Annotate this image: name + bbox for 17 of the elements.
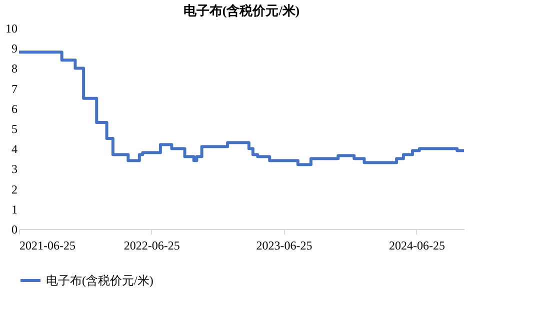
y-tick-label: 1 xyxy=(12,202,18,216)
x-tick-label: 2022-06-25 xyxy=(124,238,180,252)
y-tick-label: 8 xyxy=(12,62,18,76)
y-tick-label: 10 xyxy=(6,22,18,36)
x-tick-label: 2021-06-25 xyxy=(20,238,76,252)
x-tick-label: 2024-06-25 xyxy=(388,238,445,252)
y-tick-label: 2 xyxy=(12,182,18,196)
y-tick-label: 3 xyxy=(12,162,18,176)
y-tick-label: 7 xyxy=(12,82,18,96)
y-tick-label: 4 xyxy=(12,142,18,156)
legend-label: 电子布(含税价元/米) xyxy=(46,274,154,288)
chart-title: 电子布(含税价元/米) xyxy=(183,3,300,18)
y-tick-label: 9 xyxy=(12,42,18,56)
x-tick-label: 2023-06-25 xyxy=(256,238,312,252)
y-tick-label: 0 xyxy=(12,222,18,236)
y-tick-label: 5 xyxy=(12,122,18,136)
y-tick-label: 6 xyxy=(12,102,18,116)
